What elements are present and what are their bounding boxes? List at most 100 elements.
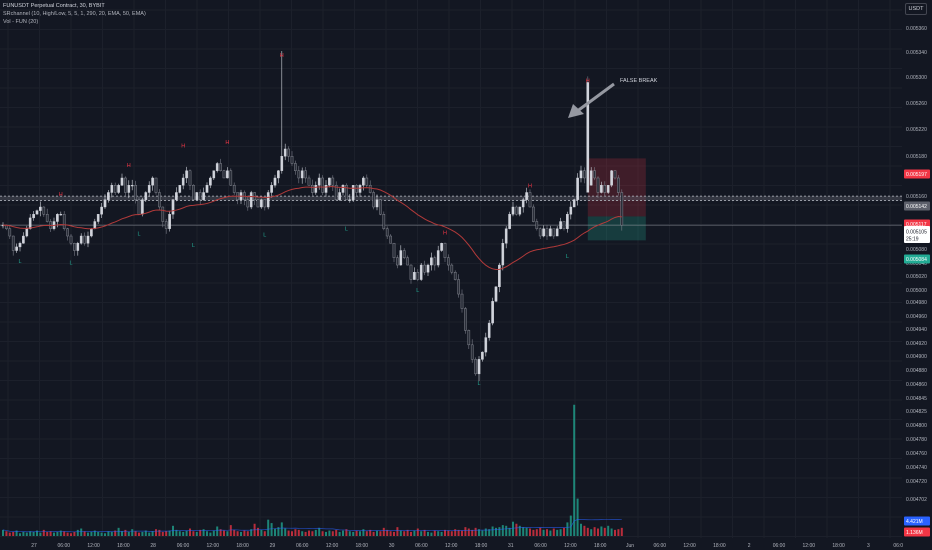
volume-bar <box>444 529 446 536</box>
symbol-title[interactable]: FUNUSDT Perpetual Contract, 30, BYBIT <box>3 3 105 9</box>
price-axis[interactable]: 0.005360 0.005340 0.005300 0.005260 0.005220… <box>902 0 932 550</box>
time-axis-bg <box>0 539 902 550</box>
price-tick-label: 0.004980 <box>906 300 927 306</box>
candle-body <box>124 177 127 193</box>
candle-body <box>113 185 117 193</box>
volume-bar <box>348 531 351 536</box>
candle-body <box>433 257 437 266</box>
pivot-label-low: L <box>18 259 21 265</box>
candle-body <box>467 330 471 346</box>
ema-line <box>2 186 622 271</box>
volume-bar <box>328 530 331 536</box>
candle-body <box>399 250 403 266</box>
volume-bar <box>267 519 270 536</box>
volume-bar <box>175 529 178 536</box>
candle-body <box>100 206 103 215</box>
candle-body <box>256 199 260 208</box>
volume-bar <box>284 528 287 536</box>
candle-body <box>107 192 110 200</box>
volume-bar <box>263 531 266 536</box>
candle-body <box>171 199 175 215</box>
candle-body <box>430 257 433 266</box>
candle-body <box>334 185 338 200</box>
volume-bar <box>406 529 409 536</box>
candle-body <box>73 243 76 251</box>
volume-bar <box>73 531 76 536</box>
volume-bar <box>226 531 229 536</box>
candle-body <box>249 192 253 208</box>
candle-body <box>518 206 522 215</box>
candle-body <box>96 214 100 222</box>
pivot-label-low: L <box>477 381 480 387</box>
time-tick-label: 06:00 <box>58 543 71 549</box>
candle-body <box>521 199 525 208</box>
volume-bar <box>195 531 198 536</box>
volume-bars <box>2 404 623 536</box>
volume-bar <box>240 531 242 536</box>
volume-bar <box>127 531 130 536</box>
candle-body <box>453 272 457 280</box>
annotation-text: FALSE BREAK <box>620 78 658 84</box>
candle-body <box>515 206 518 215</box>
candle-body <box>277 170 280 179</box>
volume-bar <box>376 530 378 536</box>
candle-body <box>229 170 233 186</box>
indicator-volume-legend[interactable]: Vol - FUN (20) <box>3 19 39 25</box>
volume-bar <box>393 531 395 536</box>
candle-body <box>209 177 212 186</box>
pivot-labels: L H L H L H L H L H L L H L H L H <box>18 53 589 387</box>
candle-body <box>297 170 301 179</box>
volume-bar <box>178 531 181 536</box>
candle-body <box>406 257 409 266</box>
candle-body <box>15 246 18 251</box>
candle-body <box>79 235 83 244</box>
candle-body <box>260 199 263 208</box>
volume-bottom-tag-bg <box>904 527 930 537</box>
currency-button[interactable]: USDT <box>905 3 927 15</box>
volume-bar <box>365 531 368 536</box>
volume-bar <box>158 529 161 536</box>
candle-body <box>294 163 297 171</box>
volume-bar <box>403 531 406 536</box>
candle-body <box>321 177 324 193</box>
volume-bar <box>410 531 412 536</box>
volume-bar <box>304 531 307 536</box>
candle-body <box>593 170 596 179</box>
indicator-srchannel-legend[interactable]: SRchannel (10, High/Low, 5, 5, 1, 290, 2… <box>3 11 146 17</box>
time-tick-label: 18:00 <box>713 543 726 549</box>
volume-bar <box>280 522 283 536</box>
sr-channel <box>0 195 902 226</box>
volume-bar <box>600 526 603 536</box>
candle-body <box>158 192 161 208</box>
volume-bar <box>22 531 25 536</box>
volume-bar <box>321 531 324 536</box>
candle-body <box>470 344 474 360</box>
pivot-label-low: L <box>192 243 195 249</box>
volume-bottom-tag: 1.136M <box>906 530 923 536</box>
candle-body <box>215 163 219 171</box>
volume-bar <box>206 531 208 536</box>
volume-bar <box>134 531 137 536</box>
volume-bar <box>161 531 164 536</box>
candle-body <box>32 214 35 219</box>
price-tick-label: 0.004800 <box>906 423 927 429</box>
price-tick-label: 0.005160 <box>906 194 927 200</box>
time-axis[interactable]: 27 06:00 12:00 18:00 28 06:00 12:00 18:00 29 06:0… <box>0 539 903 550</box>
volume-bar <box>233 529 236 536</box>
volume-bar <box>464 527 467 536</box>
pivot-label-high: H <box>586 78 590 84</box>
volume-bar <box>501 525 504 536</box>
volume-bar <box>25 532 28 536</box>
candle-body <box>532 206 535 222</box>
candle-body <box>93 221 97 229</box>
volume-bar <box>593 527 596 536</box>
volume-bar <box>389 531 392 536</box>
price-tick-label: 0.005180 <box>906 154 927 160</box>
volume-bar <box>471 529 474 536</box>
pivot-label-low: L <box>137 232 140 238</box>
ema-50-line <box>2 186 622 271</box>
volume-bar <box>335 529 338 536</box>
pivot-label-high: H <box>443 231 447 237</box>
candle-body <box>436 250 440 266</box>
